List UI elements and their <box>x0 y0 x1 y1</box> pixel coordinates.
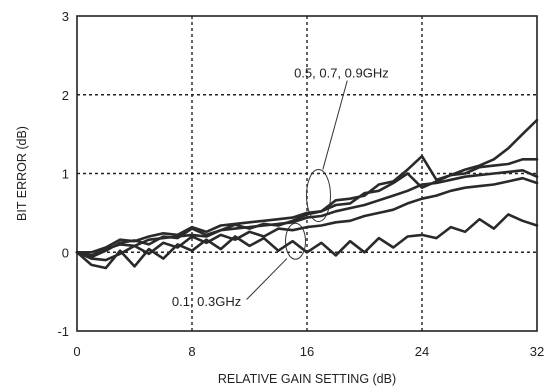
series-line <box>75 213 539 270</box>
annotation-label: 0.1, 0.3GHz <box>172 294 241 309</box>
y-tick-label: 2 <box>62 88 69 103</box>
series-group <box>75 118 539 270</box>
annotation-leader <box>322 80 348 170</box>
series-line <box>75 176 539 262</box>
x-tick-label: 8 <box>188 344 195 359</box>
x-tick-label: 0 <box>73 344 80 359</box>
series-line <box>75 169 539 257</box>
y-tick-label: 3 <box>62 9 69 24</box>
x-tick-label: 32 <box>530 344 544 359</box>
annotation-ellipse <box>285 222 306 260</box>
tick-labels: 0 8 16 24 32 -1 0 1 2 3 <box>57 9 544 359</box>
annotation-leader <box>246 258 288 300</box>
x-tick-label: 24 <box>415 344 429 359</box>
y-tick-label: -1 <box>57 324 69 339</box>
y-tick-label: 1 <box>62 167 69 182</box>
x-tick-label: 16 <box>300 344 314 359</box>
series-line <box>75 118 539 259</box>
annotations: 0.5, 0.7, 0.9GHz 0.1, 0.3GHz <box>172 65 389 308</box>
annotation-ellipse <box>306 169 331 223</box>
x-axis-label: RELATIVE GAIN SETTING (dB) <box>218 372 396 386</box>
annotation-label: 0.5, 0.7, 0.9GHz <box>294 65 389 80</box>
y-axis-label: BIT ERROR (dB) <box>15 126 29 221</box>
y-tick-label: 0 <box>62 245 69 260</box>
series-line <box>75 154 539 254</box>
plot-frame <box>76 15 538 332</box>
